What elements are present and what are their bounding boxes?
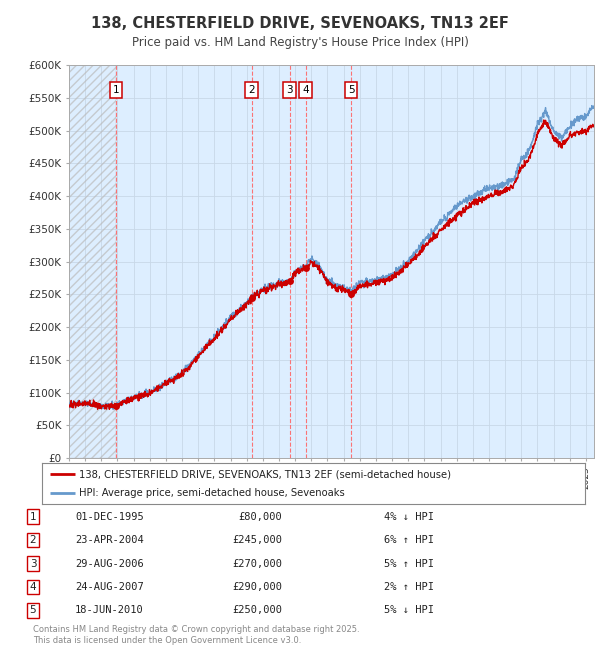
Text: 2: 2	[29, 535, 37, 545]
Text: 3: 3	[29, 558, 37, 569]
Text: 1: 1	[29, 512, 37, 522]
Text: 6% ↑ HPI: 6% ↑ HPI	[384, 535, 434, 545]
Text: 3: 3	[286, 85, 293, 95]
Text: 18-JUN-2010: 18-JUN-2010	[75, 605, 144, 616]
Text: £270,000: £270,000	[232, 558, 282, 569]
Text: 1: 1	[113, 85, 119, 95]
Text: £250,000: £250,000	[232, 605, 282, 616]
Text: 01-DEC-1995: 01-DEC-1995	[75, 512, 144, 522]
Text: 138, CHESTERFIELD DRIVE, SEVENOAKS, TN13 2EF: 138, CHESTERFIELD DRIVE, SEVENOAKS, TN13…	[91, 16, 509, 31]
Text: 29-AUG-2006: 29-AUG-2006	[75, 558, 144, 569]
Text: Contains HM Land Registry data © Crown copyright and database right 2025.
This d: Contains HM Land Registry data © Crown c…	[33, 625, 359, 645]
Text: 5% ↓ HPI: 5% ↓ HPI	[384, 605, 434, 616]
Text: 4% ↓ HPI: 4% ↓ HPI	[384, 512, 434, 522]
Text: 4: 4	[29, 582, 37, 592]
Text: £245,000: £245,000	[232, 535, 282, 545]
Text: 2: 2	[248, 85, 255, 95]
Text: 2% ↑ HPI: 2% ↑ HPI	[384, 582, 434, 592]
Text: HPI: Average price, semi-detached house, Sevenoaks: HPI: Average price, semi-detached house,…	[79, 488, 344, 498]
Text: 24-AUG-2007: 24-AUG-2007	[75, 582, 144, 592]
Text: 5: 5	[29, 605, 37, 616]
Text: 23-APR-2004: 23-APR-2004	[75, 535, 144, 545]
Text: Price paid vs. HM Land Registry's House Price Index (HPI): Price paid vs. HM Land Registry's House …	[131, 36, 469, 49]
Text: 5% ↑ HPI: 5% ↑ HPI	[384, 558, 434, 569]
Text: £290,000: £290,000	[232, 582, 282, 592]
Text: 138, CHESTERFIELD DRIVE, SEVENOAKS, TN13 2EF (semi-detached house): 138, CHESTERFIELD DRIVE, SEVENOAKS, TN13…	[79, 469, 451, 479]
Text: 5: 5	[348, 85, 355, 95]
Text: £80,000: £80,000	[238, 512, 282, 522]
Text: 4: 4	[302, 85, 309, 95]
